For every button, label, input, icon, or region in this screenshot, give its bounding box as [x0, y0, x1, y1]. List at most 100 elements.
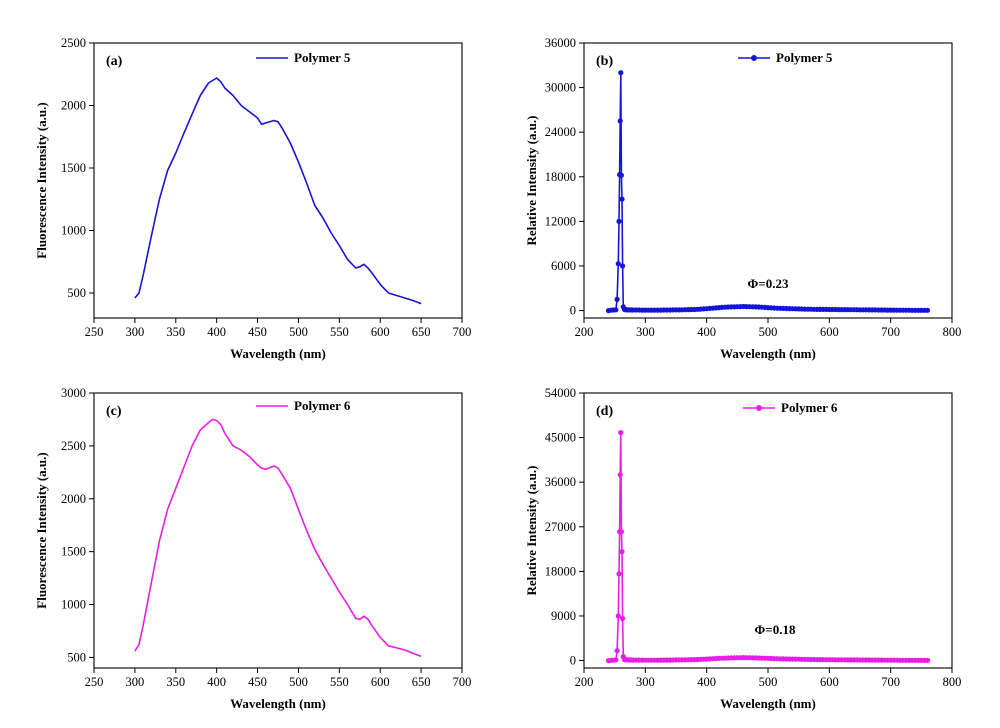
plot-frame	[93, 42, 463, 319]
series-line	[608, 71, 928, 312]
legend-label: Polymer 6	[294, 398, 351, 413]
y-tick-label: 45000	[545, 431, 576, 445]
data-point	[614, 296, 620, 302]
data-point	[619, 549, 625, 555]
data-point	[620, 615, 626, 622]
x-tick-label: 400	[207, 325, 226, 339]
x-axis-label: Wavelength (nm)	[230, 346, 326, 361]
legend-swatch-marker	[756, 405, 762, 411]
quantum-yield-annotation: Φ=0.18	[755, 622, 796, 637]
data-point	[619, 196, 625, 202]
y-tick-label: 54000	[545, 386, 576, 400]
y-tick-label: 1500	[61, 545, 86, 559]
x-tick-label: 450	[248, 325, 267, 339]
y-tick-label: 9000	[551, 609, 576, 623]
x-tick-label: 500	[289, 675, 308, 689]
x-axis-label: Wavelength (nm)	[720, 346, 816, 361]
data-point	[618, 529, 625, 535]
x-tick-label: 250	[85, 325, 104, 339]
data-point	[617, 118, 623, 124]
y-tick-label: 1500	[61, 161, 86, 175]
y-axis-label: Relative Intensity (a.u.)	[524, 116, 539, 246]
legend-label: Polymer 6	[781, 400, 838, 415]
data-point	[616, 571, 622, 577]
y-tick-label: 12000	[545, 214, 576, 228]
x-tick-label: 550	[330, 325, 349, 339]
plot-frame	[93, 392, 463, 669]
y-axis-label: Relative Intensity (a.u.)	[524, 466, 539, 596]
chart-panel-d: 200 300 400 500 600 700 800 0 9000 18000 27000 3600…	[524, 386, 961, 711]
y-tick-label: 36000	[545, 475, 576, 489]
panel-label: (c)	[106, 404, 122, 419]
x-tick-label: 400	[207, 675, 226, 689]
x-axis-label: Wavelength (nm)	[720, 696, 816, 711]
data-point	[924, 307, 931, 313]
y-tick-label: 18000	[545, 170, 576, 184]
series-line	[134, 77, 422, 305]
x-tick-label: 400	[697, 325, 716, 339]
x-tick-label: 350	[166, 325, 185, 339]
x-tick-label: 450	[248, 675, 267, 689]
y-tick-label: 2500	[61, 36, 86, 50]
x-tick-label: 700	[453, 325, 472, 339]
x-tick-label: 300	[126, 675, 145, 689]
legend-label: Polymer 5	[776, 50, 833, 65]
x-tick-label: 300	[636, 675, 655, 689]
panel-label: (b)	[596, 54, 613, 69]
x-tick-label: 800	[943, 325, 962, 339]
data-point	[618, 430, 624, 436]
x-tick-label: 550	[330, 675, 349, 689]
x-tick-label: 300	[636, 325, 655, 339]
data-point	[617, 472, 623, 478]
y-tick-label: 36000	[545, 36, 576, 50]
chart-panel-a: 250 300 350 400 450 500 550 600 650 700 500 1000 150…	[34, 36, 471, 361]
y-tick-label: 24000	[545, 125, 576, 139]
quantum-yield-annotation: Φ=0.23	[748, 276, 789, 291]
y-axis-label: Fluorescence Intensity (a.u.)	[34, 102, 49, 258]
data-point	[618, 172, 625, 178]
y-tick-label: 6000	[551, 259, 576, 273]
legend-swatch-marker	[751, 55, 757, 61]
x-tick-label: 800	[943, 675, 962, 689]
x-tick-label: 700	[881, 325, 900, 339]
chart-panel-c: 250 300 350 400 450 500 550 600 650 700 500 1000 150…	[34, 386, 471, 711]
x-tick-label: 300	[126, 325, 145, 339]
y-tick-label: 500	[67, 650, 86, 664]
y-tick-label: 1000	[61, 224, 86, 238]
data-point	[924, 657, 931, 664]
x-tick-label: 600	[820, 675, 839, 689]
x-tick-label: 700	[453, 675, 472, 689]
x-tick-label: 250	[85, 675, 104, 689]
data-point	[615, 261, 621, 267]
chart-panel-b: 200 300 400 500 600 700 800 0 6000 12000 18000 2400…	[524, 36, 961, 361]
x-tick-label: 200	[575, 675, 594, 689]
y-tick-label: 2000	[61, 99, 86, 113]
y-tick-label: 0	[570, 304, 576, 318]
x-tick-label: 500	[289, 325, 308, 339]
x-tick-label: 500	[759, 325, 778, 339]
y-tick-label: 500	[67, 286, 86, 300]
x-tick-label: 600	[820, 325, 839, 339]
y-tick-label: 27000	[545, 520, 576, 534]
data-point	[615, 613, 621, 619]
data-point	[616, 218, 622, 224]
x-tick-label: 650	[412, 675, 431, 689]
y-tick-label: 30000	[545, 81, 576, 95]
y-tick-label: 2000	[61, 492, 86, 506]
y-tick-label: 0	[570, 654, 576, 668]
x-tick-label: 600	[371, 325, 390, 339]
y-tick-label: 18000	[545, 564, 576, 578]
panel-label: (a)	[106, 54, 123, 69]
panel-label: (d)	[596, 404, 613, 419]
x-tick-label: 600	[371, 675, 390, 689]
y-tick-label: 2500	[61, 439, 86, 453]
x-tick-label: 200	[575, 325, 594, 339]
data-point	[620, 263, 626, 269]
data-point	[613, 657, 619, 663]
data-point	[613, 307, 619, 313]
data-point	[618, 70, 624, 76]
x-tick-label: 650	[412, 325, 431, 339]
x-tick-label: 700	[881, 675, 900, 689]
x-axis-label: Wavelength (nm)	[230, 696, 326, 711]
